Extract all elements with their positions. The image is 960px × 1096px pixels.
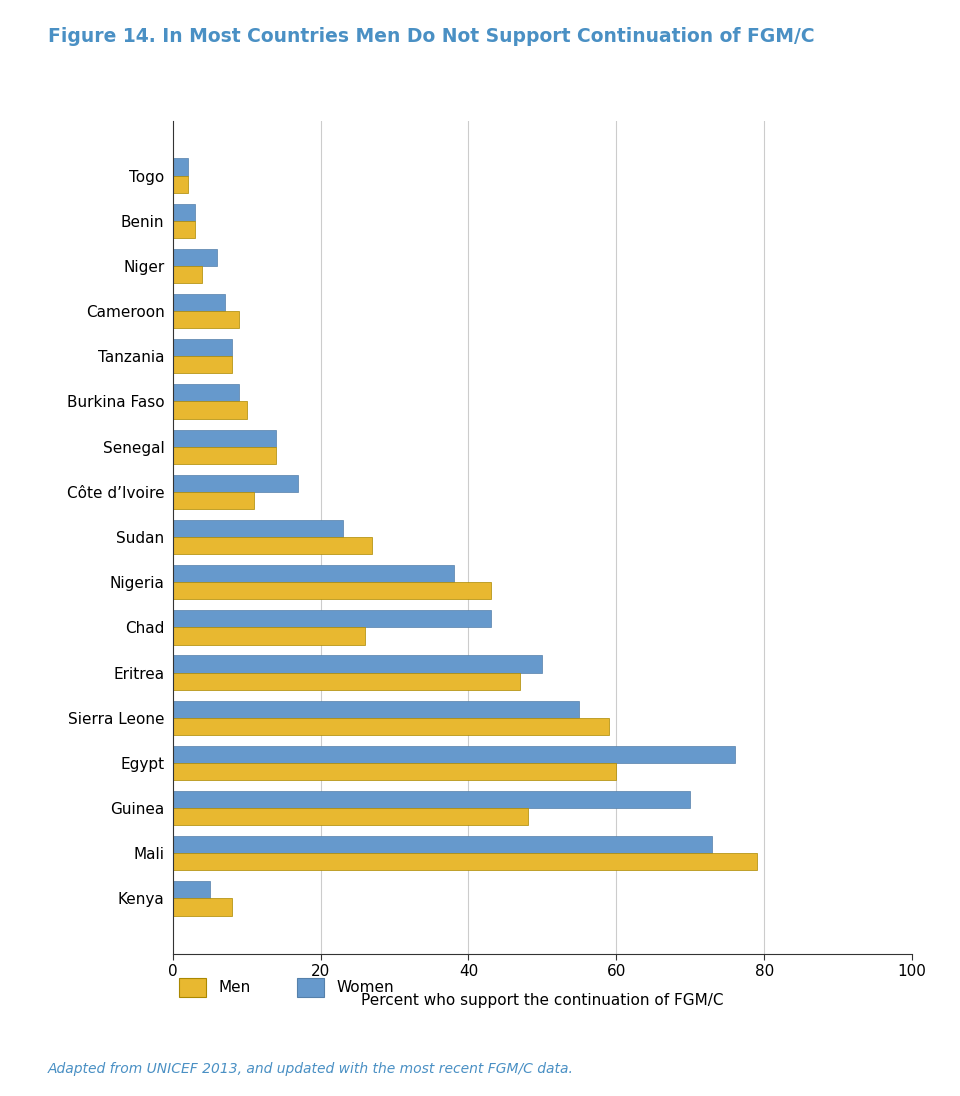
Bar — [173, 718, 609, 735]
Bar — [173, 204, 195, 220]
Bar — [173, 249, 217, 266]
Bar — [173, 627, 365, 644]
Bar — [173, 899, 232, 915]
X-axis label: Percent who support the continuation of FGM/C: Percent who support the continuation of … — [361, 993, 724, 1008]
Bar — [173, 175, 187, 193]
Text: Figure 14. In Most Countries Men Do Not Support Continuation of FGM/C: Figure 14. In Most Countries Men Do Not … — [48, 27, 815, 46]
Bar — [173, 763, 616, 780]
Bar — [173, 673, 520, 689]
Bar — [173, 881, 209, 899]
Bar — [173, 836, 712, 854]
Bar — [173, 356, 232, 374]
Bar — [173, 808, 528, 825]
Bar — [173, 854, 756, 870]
Bar — [173, 791, 690, 808]
Bar — [173, 294, 225, 311]
Legend: Men, Women: Men, Women — [173, 972, 400, 1003]
Bar — [173, 159, 187, 175]
Bar — [173, 430, 276, 447]
Bar — [173, 566, 454, 582]
Bar — [173, 311, 239, 329]
Bar — [173, 700, 580, 718]
Bar — [173, 339, 232, 356]
Bar — [173, 401, 247, 419]
Bar — [173, 520, 343, 537]
Bar — [173, 385, 239, 401]
Bar — [173, 537, 372, 555]
Text: Adapted from UNICEF 2013, and updated with the most recent FGM/C data.: Adapted from UNICEF 2013, and updated wi… — [48, 1062, 574, 1076]
Bar — [173, 475, 299, 492]
Bar — [173, 220, 195, 238]
Bar — [173, 492, 254, 509]
Bar — [173, 610, 491, 627]
Bar — [173, 266, 203, 283]
Bar — [173, 655, 542, 673]
Bar — [173, 582, 491, 600]
Bar — [173, 447, 276, 464]
Bar — [173, 745, 734, 763]
